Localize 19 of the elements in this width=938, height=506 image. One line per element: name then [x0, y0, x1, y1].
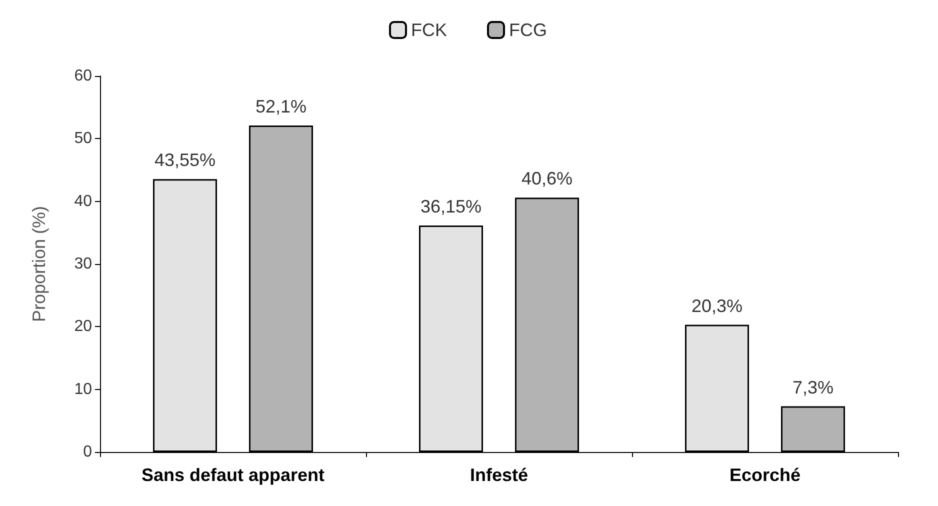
y-tick-label: 50 — [74, 130, 92, 148]
y-axis-title: Proportion (%) — [29, 206, 49, 322]
x-tick-label: Ecorché — [729, 465, 801, 485]
data-label: 20,3% — [691, 296, 743, 316]
data-label: 7,3% — [792, 377, 834, 398]
y-tick-label: 10 — [74, 380, 92, 398]
x-tick-label: Infesté — [470, 465, 528, 485]
y-tick-label: 40 — [74, 192, 92, 210]
y-tick-label: 60 — [74, 68, 92, 84]
data-label: 40,6% — [521, 168, 573, 189]
y-tick-label: 30 — [74, 256, 92, 272]
data-label: 36,15% — [420, 196, 482, 216]
legend-label: FCK — [411, 20, 447, 40]
x-tick-label: Sans defaut apparent — [141, 465, 325, 485]
data-label: 52,1% — [255, 96, 307, 117]
y-tick-label: 20 — [74, 318, 92, 336]
y-tick-label: 0 — [83, 444, 92, 460]
data-label: 43,55% — [154, 150, 216, 170]
legend-label: FCG — [509, 20, 547, 40]
